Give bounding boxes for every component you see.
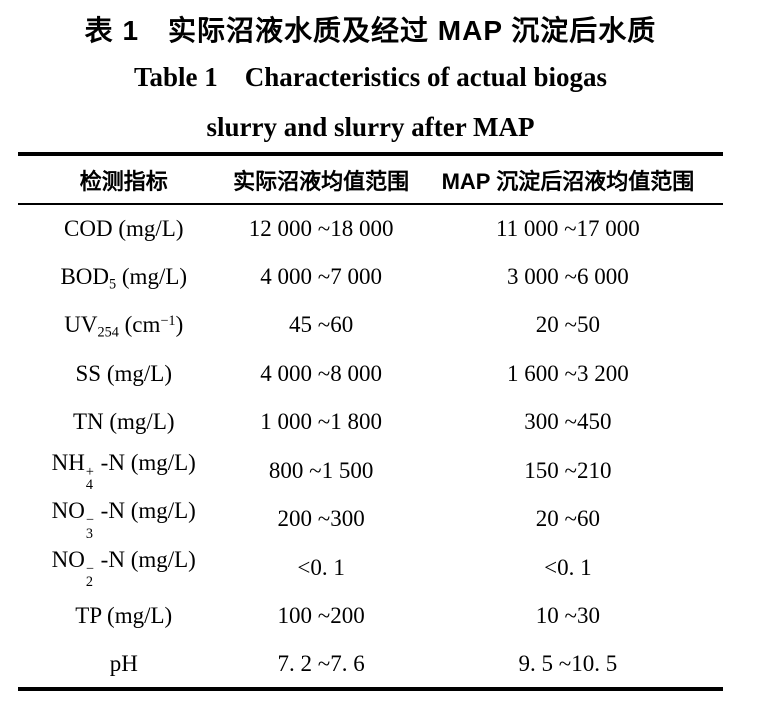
table-row: NO −3 -N (mg/L) 200 ~300 20 ~60 bbox=[18, 495, 723, 544]
indicator-cell: pH bbox=[109, 650, 138, 676]
table-title-chinese: 表 1 实际沼液水质及经过 MAP 沉淀后水质 bbox=[84, 15, 657, 46]
table-row: BOD5 (mg/L) 4 000 ~7 000 3 000 ~6 000 bbox=[18, 253, 723, 302]
table-caption: 表 1 实际沼液水质及经过 MAP 沉淀后水质 Table 1 Characte… bbox=[18, 0, 723, 152]
after-map-value-cell: 10 ~30 bbox=[535, 603, 600, 629]
after-map-value-cell: 11 000 ~17 000 bbox=[495, 215, 640, 241]
table-row: NH +4 -N (mg/L) 800 ~1 500 150 ~210 bbox=[18, 447, 723, 496]
actual-slurry-value-cell: 12 000 ~18 000 bbox=[248, 215, 394, 241]
after-map-value-cell: 20 ~50 bbox=[535, 312, 600, 338]
indicator-cell: NH +4 -N (mg/L) bbox=[51, 449, 196, 494]
sub-sup-stack: −2 bbox=[85, 560, 94, 591]
indicator-cell: UV254 (cm−1) bbox=[64, 312, 184, 341]
after-map-value-cell: 1 600 ~3 200 bbox=[507, 360, 629, 386]
actual-slurry-value-cell: 4 000 ~8 000 bbox=[260, 360, 382, 386]
col-header-after-map: MAP 沉淀后沼液均值范围 bbox=[441, 168, 695, 194]
table-row: NO −2 -N (mg/L) <0. 1 <0. 1 bbox=[18, 544, 723, 593]
table-row: UV254 (cm−1) 45 ~60 20 ~50 bbox=[18, 301, 723, 350]
sub-sup-stack: +4 bbox=[85, 463, 94, 494]
indicator-cell: NO −3 -N (mg/L) bbox=[51, 498, 196, 542]
actual-slurry-value-cell: 7. 2 ~7. 6 bbox=[277, 650, 365, 676]
table-row: COD (mg/L) 12 000 ~18 000 11 000 ~17 000 bbox=[18, 204, 723, 253]
table-body: COD (mg/L) 12 000 ~18 000 11 000 ~17 000 BO… bbox=[18, 204, 723, 689]
actual-slurry-value-cell: 100 ~200 bbox=[277, 603, 365, 629]
table-title-english-line1: Table 1 Characteristics of actual biogas bbox=[134, 62, 607, 92]
table-row: pH 7. 2 ~7. 6 9. 5 ~10. 5 bbox=[18, 641, 723, 690]
after-map-value-cell: <0. 1 bbox=[544, 554, 592, 580]
table-row: TP (mg/L) 100 ~200 10 ~30 bbox=[18, 592, 723, 641]
after-map-value-cell: 300 ~450 bbox=[524, 409, 612, 435]
actual-slurry-value-cell: 1 000 ~1 800 bbox=[260, 409, 382, 435]
col-header-actual-slurry: 实际沼液均值范围 bbox=[233, 168, 410, 194]
actual-slurry-value-cell: 45 ~60 bbox=[289, 312, 354, 338]
table-header: 检测指标 实际沼液均值范围 MAP 沉淀后沼液均值范围 bbox=[18, 154, 723, 204]
table-title-english-line2: slurry and slurry after MAP bbox=[206, 112, 535, 142]
paper-table-figure: 表 1 实际沼液水质及经过 MAP 沉淀后水质 Table 1 Characte… bbox=[18, 0, 723, 691]
indicator-cell: BOD5 (mg/L) bbox=[60, 263, 188, 293]
indicator-cell: SS (mg/L) bbox=[75, 360, 172, 386]
after-map-value-cell: 150 ~210 bbox=[524, 457, 612, 483]
col-header-indicator: 检测指标 bbox=[79, 168, 168, 194]
sub-sup-stack: −3 bbox=[85, 512, 94, 542]
table-row: SS (mg/L) 4 000 ~8 000 1 600 ~3 200 bbox=[18, 350, 723, 399]
after-map-value-cell: 9. 5 ~10. 5 bbox=[518, 650, 618, 676]
header-row: 检测指标 实际沼液均值范围 MAP 沉淀后沼液均值范围 bbox=[18, 154, 723, 204]
indicator-cell: TN (mg/L) bbox=[72, 409, 175, 435]
water-quality-table: 检测指标 实际沼液均值范围 MAP 沉淀后沼液均值范围 COD (mg/L) 12… bbox=[18, 152, 723, 691]
actual-slurry-value-cell: <0. 1 bbox=[297, 554, 345, 580]
actual-slurry-value-cell: 800 ~1 500 bbox=[268, 457, 374, 483]
after-map-value-cell: 3 000 ~6 000 bbox=[507, 263, 629, 289]
indicator-cell: TP (mg/L) bbox=[75, 603, 173, 629]
indicator-cell: COD (mg/L) bbox=[64, 215, 184, 241]
after-map-value-cell: 20 ~60 bbox=[535, 506, 600, 532]
actual-slurry-value-cell: 4 000 ~7 000 bbox=[260, 263, 382, 289]
table-row: TN (mg/L) 1 000 ~1 800 300 ~450 bbox=[18, 398, 723, 447]
actual-slurry-value-cell: 200 ~300 bbox=[277, 506, 365, 532]
indicator-cell: NO −2 -N (mg/L) bbox=[51, 546, 196, 591]
